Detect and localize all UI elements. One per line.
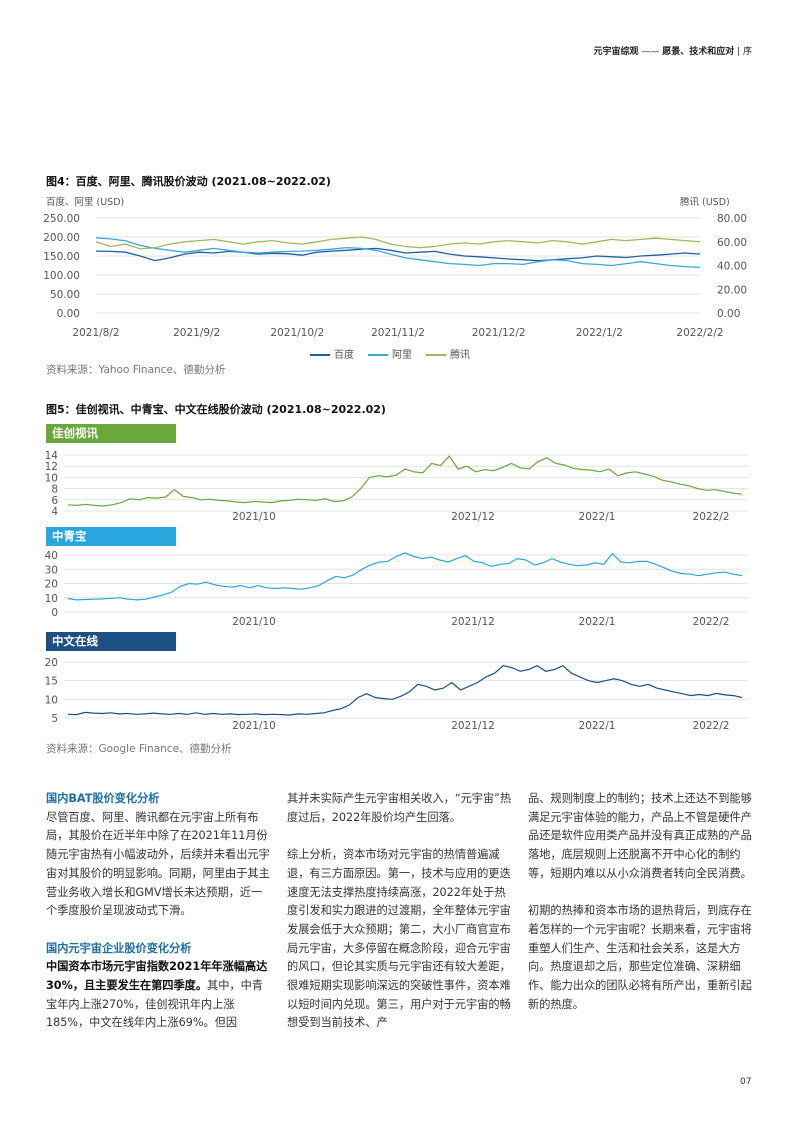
legend-swatch-baidu xyxy=(310,354,330,356)
fig4-line-ali xyxy=(95,237,701,269)
fig5-jiachuang-x-tick: 2021/10 xyxy=(232,511,276,523)
fig4-chart: 250.00 200.00 150.00 100.00 50.00 0.00 80.00 60… xyxy=(43,213,747,339)
fig5-jiachuang-y-tick: 14 xyxy=(45,450,59,462)
text-column-2: 其并未实际产生元宇宙相关收入，“元宇宙”热度过后，2022年股价均产生回落。 综… xyxy=(287,790,513,1052)
paragraph-bat: 尽管百度、阿里、腾讯都在元宇宙上所有布局，其股价在近半年中除了在2021年11月… xyxy=(46,810,270,918)
fig4-y-left-tick: 150.00 xyxy=(43,251,80,263)
running-header: 元宇宙综观 —— 愿景、技术和应对 | 序 xyxy=(593,44,752,57)
fig5-source: 资料来源：Google Finance、德勤分析 xyxy=(46,743,232,755)
fig4-line-baidu xyxy=(95,247,701,262)
fig4-legend: 百度 阿里 腾讯 xyxy=(310,346,470,361)
fig5-title: 图5：佳创视讯、中青宝、中文在线股价波动 (2021.08~2022.02) xyxy=(46,403,386,416)
fig4-x-tick: 2021/9/2 xyxy=(173,327,220,339)
fig4-y-left-tick: 0.00 xyxy=(57,308,80,320)
fig4-y-right-tick: 40.00 xyxy=(717,261,747,273)
paragraph-companies: 中国资本市场元宇宙指数2021年年涨幅高达30%，且主要发生在第四季度。其中，中… xyxy=(46,958,272,1033)
fig4-y-left-tick: 50.00 xyxy=(50,289,80,301)
fig5-zhongqingbao-x-tick: 2022/2 xyxy=(693,616,730,628)
fig5-zhongwen-x-tick: 2021/12 xyxy=(451,720,495,732)
fig5-zhongwen-x-tick: 2021/10 xyxy=(232,720,276,732)
fig5-zhongwen-y-tick: 15 xyxy=(45,676,58,688)
fig5-zhongqingbao-y-tick: 0 xyxy=(51,607,58,619)
fig5-jiachuang-y-tick: 10 xyxy=(45,472,58,484)
fig5-zhongwen-line xyxy=(67,664,743,716)
fig5-zhongqingbao-x-tick: 2021/12 xyxy=(451,616,495,628)
fig4-title: 图4：百度、阿里、腾讯股价波动 (2021.08~2022.02) xyxy=(46,175,331,188)
section-heading-bat: 国内BAT股价变化分析 xyxy=(46,792,160,805)
fig5-jiachuang-x-tick: 2022/2 xyxy=(693,511,730,523)
fig4-y-right-tick: 60.00 xyxy=(717,237,747,249)
tag-zhongqingbao: 中青宝 xyxy=(46,527,176,546)
fig5-jiachuang-x-tick: 2022/1 xyxy=(579,511,616,523)
fig4-x-tick: 2021/11/2 xyxy=(371,327,425,339)
fig5-zhongqingbao-x-tick: 2021/10 xyxy=(232,616,276,628)
fig4-x-tick: 2021/8/2 xyxy=(72,327,119,339)
fig5-zhongqingbao-y-tick: 20 xyxy=(45,579,58,591)
fig5-jiachuang-y-tick: 6 xyxy=(51,495,58,507)
fig5-zhongwen-y-tick: 5 xyxy=(51,713,58,725)
legend-label-tencent: 腾讯 xyxy=(450,350,470,361)
fig5-zhongwen-x-tick: 2022/2 xyxy=(693,720,730,732)
tag-zhongwen: 中文在线 xyxy=(46,632,176,651)
fig4-left-axis-label: 百度、阿里 (USD) xyxy=(46,197,125,208)
fig5-zhongwen-y-tick: 10 xyxy=(45,694,58,706)
paragraph-col3-2: 初期的热捧和资本市场的退热背后，到底存在着怎样的一个元宇宙呢？长期来看，元宇宙将… xyxy=(528,904,752,1011)
tag-jiachuang: 佳创视讯 xyxy=(46,424,176,443)
fig4-source: 资料来源：Yahoo Finance、德勤分析 xyxy=(46,364,226,376)
legend-label-baidu: 百度 xyxy=(334,350,354,361)
fig4-y-left-tick: 200.00 xyxy=(43,232,80,244)
page-number: 07 xyxy=(740,1077,752,1087)
section-heading-companies: 国内元宇宙企业股价变化分析 xyxy=(46,941,192,955)
legend-baidu: 百度 xyxy=(310,346,354,361)
fig4-y-right-tick: 80.00 xyxy=(717,213,747,225)
fig4-right-axis-label: 腾讯 (USD) xyxy=(680,197,730,208)
fig5-jiachuang-line xyxy=(67,455,743,507)
legend-swatch-ali xyxy=(368,354,388,356)
paragraph-col2-1: 其并未实际产生元宇宙相关收入，“元宇宙”热度过后，2022年股价均产生回落。 xyxy=(287,792,512,824)
fig4-y-right-tick: 20.00 xyxy=(717,284,747,296)
fig5-jiachuang-y-tick: 12 xyxy=(45,461,58,473)
header-section: 序 xyxy=(742,47,752,57)
header-separator: | xyxy=(734,47,743,57)
paragraph-col3-1: 品、规则制度上的制约；技术上还达不到能够满足元宇宙体验的能力，产品上不管是硬件产… xyxy=(528,792,752,880)
header-subtitle: 愿景、技术和应对 xyxy=(662,47,735,57)
fig4-line-tencent xyxy=(95,236,701,250)
fig4-x-tick: 2022/2/2 xyxy=(676,327,723,339)
fig4-x-tick: 2022/1/2 xyxy=(576,327,623,339)
fig5-zhongqingbao-y-tick: 30 xyxy=(45,564,58,576)
paragraph-companies-lead: 中国资本市场元宇宙指数2021年年涨幅高达30%，且主要发生在第四季度。 xyxy=(46,960,268,993)
fig4-x-tick: 2021/10/2 xyxy=(270,327,324,339)
fig4-y-right-tick: 0.00 xyxy=(717,308,740,320)
header-dash: —— xyxy=(638,47,663,57)
fig5-zhongqingbao-y-tick: 40 xyxy=(45,550,58,562)
fig5-zhongqingbao-y-tick: 10 xyxy=(45,593,58,605)
text-column-1: 国内BAT股价变化分析 尽管百度、阿里、腾讯都在元宇宙上所有布局，其股价在近半年… xyxy=(46,790,272,1052)
legend-swatch-tencent xyxy=(426,354,446,356)
fig4-y-left-tick: 100.00 xyxy=(43,270,80,282)
paragraph-companies-body: 其中，中青宝年内上涨270%，佳创视讯年内上涨185%，中文在线年内上涨69%。… xyxy=(46,979,263,1030)
fig5-zhongwen-y-tick: 20 xyxy=(45,657,58,669)
fig5-jiachuang-x-tick: 2021/12 xyxy=(451,511,495,523)
text-column-3: 品、规则制度上的制约；技术上还达不到能够满足元宇宙体验的能力，产品上不管是硬件产… xyxy=(528,790,754,1033)
fig5-jiachuang-y-tick: 8 xyxy=(51,484,58,496)
fig4-y-left-tick: 250.00 xyxy=(43,213,80,225)
legend-label-ali: 阿里 xyxy=(392,350,412,361)
fig5-jiachuang-y-tick: 4 xyxy=(51,506,58,518)
fig5-zhongqingbao-x-tick: 2022/1 xyxy=(579,616,616,628)
legend-tencent: 腾讯 xyxy=(426,346,470,361)
fig5-zhongwen-x-tick: 2022/1 xyxy=(579,720,616,732)
legend-ali: 阿里 xyxy=(368,346,412,361)
header-report-title: 元宇宙综观 xyxy=(593,47,639,57)
fig5-zhongqingbao-line xyxy=(67,552,743,601)
paragraph-col2-2: 综上分析，资本市场对元宇宙的热情普遍减退，有三方面原因。第一，技术与应用的更迭速… xyxy=(287,848,511,1030)
fig4-x-tick: 2021/12/2 xyxy=(472,327,526,339)
